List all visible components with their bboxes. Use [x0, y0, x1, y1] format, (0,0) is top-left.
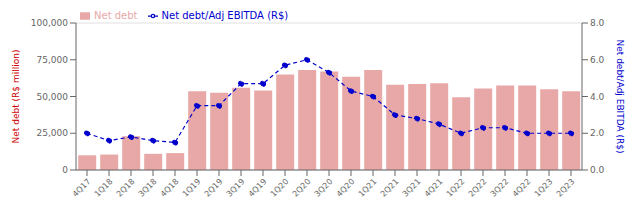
svg-text:0.0: 0.0: [590, 165, 605, 175]
svg-text:Net debt (R$ million): Net debt (R$ million): [11, 50, 21, 144]
svg-text:8.0: 8.0: [590, 18, 605, 28]
svg-text:2Q21: 2Q21: [379, 177, 401, 199]
svg-text:1Q20: 1Q20: [269, 177, 291, 199]
svg-text:0: 0: [62, 165, 68, 175]
svg-text:75,000: 75,000: [37, 55, 69, 65]
svg-text:1Q19: 1Q19: [181, 177, 203, 199]
svg-text:50,000: 50,000: [37, 92, 69, 102]
svg-text:25,000: 25,000: [37, 128, 69, 138]
svg-text:2Q20: 2Q20: [291, 177, 313, 199]
svg-text:1Q21: 1Q21: [357, 177, 379, 199]
html-text:Net debt: Net debt: [94, 10, 138, 21]
svg-text:2Q22: 2Q22: [467, 177, 489, 199]
svg-text:3Q18: 3Q18: [137, 177, 159, 199]
svg-text:3Q21: 3Q21: [401, 177, 423, 199]
svg-text:1Q18: 1Q18: [93, 177, 115, 199]
svg-text:Net debt/Adj EBITDA (R$): Net debt/Adj EBITDA (R$): [615, 39, 625, 153]
svg-text:1Q22: 1Q22: [445, 177, 467, 199]
svg-text:2Q18: 2Q18: [115, 177, 137, 199]
svg-text:4Q18: 4Q18: [159, 177, 181, 199]
svg-text:3Q22: 3Q22: [489, 177, 511, 199]
svg-text:4.0: 4.0: [590, 92, 605, 102]
svg-text:1Q23: 1Q23: [533, 177, 555, 199]
svg-text:2.0: 2.0: [590, 128, 605, 138]
svg-text:2Q19: 2Q19: [203, 177, 225, 199]
svg-text:4Q19: 4Q19: [247, 177, 269, 199]
svg-text:6.0: 6.0: [590, 55, 605, 65]
svg-text:100,000: 100,000: [31, 18, 68, 28]
svg-text:4Q17: 4Q17: [71, 177, 93, 199]
svg-text:2Q23: 2Q23: [555, 177, 577, 199]
svg-text:4Q21: 4Q21: [423, 177, 445, 199]
svg-text:4Q20: 4Q20: [335, 177, 357, 199]
svg-text:4Q22: 4Q22: [511, 177, 533, 199]
svg-text:3Q20: 3Q20: [313, 177, 335, 199]
html-text:Net debt/Adj EBITDA (R$): Net debt/Adj EBITDA (R$): [161, 10, 289, 21]
svg-text:3Q19: 3Q19: [225, 177, 247, 199]
